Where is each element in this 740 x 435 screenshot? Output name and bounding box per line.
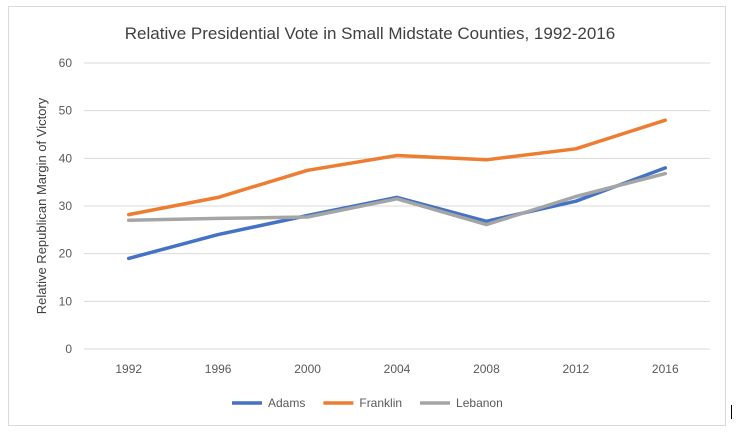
series-line-adams	[126, 166, 668, 261]
y-tick-label: 30	[59, 199, 73, 213]
legend-label-franklin: Franklin	[359, 396, 402, 410]
x-tick-label: 2000	[294, 362, 321, 376]
x-tick-label: 2012	[563, 362, 590, 376]
edge-mark	[731, 405, 732, 419]
y-tick-label: 40	[59, 151, 73, 165]
series-lines	[126, 118, 668, 261]
y-tick-label: 50	[59, 104, 73, 118]
y-tick-label: 10	[59, 294, 73, 308]
y-axis-label: Relative Republican Margin of Victory	[34, 97, 49, 314]
series-line-lebanon	[126, 171, 668, 227]
x-tick-labels: 1992 1996 2000 2004 2008 2012 2016	[115, 362, 679, 376]
chart-title: Relative Presidential Vote in Small Mids…	[125, 24, 615, 43]
y-tick-labels: 0 10 20 30 40 50 60	[59, 56, 73, 356]
series-line-franklin	[126, 118, 668, 217]
y-tick-label: 60	[59, 56, 73, 70]
legend-label-lebanon: Lebanon	[456, 396, 503, 410]
x-tick-label: 2016	[652, 362, 679, 376]
x-tick-label: 2008	[473, 362, 500, 376]
x-tick-label: 2004	[384, 362, 411, 376]
legend-label-adams: Adams	[268, 396, 305, 410]
x-tick-label: 1996	[205, 362, 232, 376]
gridlines	[84, 62, 710, 350]
y-tick-label: 0	[65, 342, 72, 356]
x-tick-label: 1992	[115, 362, 142, 376]
legend: Adams Franklin Lebanon	[232, 396, 503, 410]
y-tick-label: 20	[59, 247, 73, 261]
